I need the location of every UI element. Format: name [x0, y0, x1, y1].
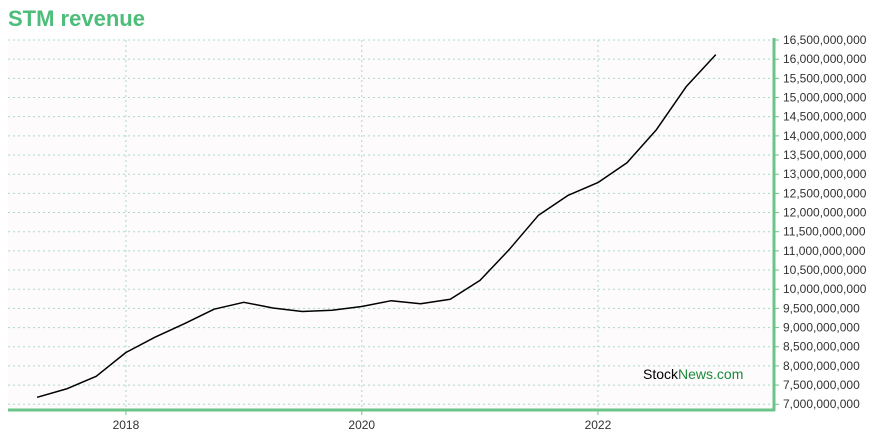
- data-point: [655, 129, 657, 131]
- data-point: [331, 309, 333, 311]
- data-point: [508, 249, 510, 251]
- y-tick-label: 8,500,000,000: [783, 340, 860, 354]
- data-point: [390, 300, 392, 302]
- data-point: [125, 351, 127, 353]
- data-point: [243, 301, 245, 303]
- y-tick-label: 10,000,000,000: [783, 282, 867, 296]
- y-tick-label: 14,500,000,000: [783, 110, 867, 124]
- y-tick-label: 9,000,000,000: [783, 321, 860, 335]
- y-tick-label: 13,500,000,000: [783, 148, 867, 162]
- y-tick-label: 12,000,000,000: [783, 206, 867, 220]
- data-point: [213, 308, 215, 310]
- tick-label-layer: 7,000,000,000 7,500,000,000 8,000,000,000 8…: [113, 33, 867, 432]
- watermark-part2: News.com: [678, 366, 743, 382]
- data-point: [537, 214, 539, 216]
- x-tick-label: 2022: [585, 418, 612, 432]
- data-point: [479, 279, 481, 281]
- y-tick-label: 11,000,000,000: [783, 244, 866, 258]
- y-tick-label: 15,500,000,000: [783, 71, 867, 85]
- data-point: [65, 388, 67, 390]
- data-point: [567, 194, 569, 196]
- chart-title: STM revenue: [8, 6, 145, 31]
- y-tick-label: 9,500,000,000: [783, 301, 860, 315]
- data-point: [419, 303, 421, 305]
- x-tick-label: 2020: [348, 418, 375, 432]
- series-layer: [36, 53, 717, 399]
- data-point: [685, 86, 687, 88]
- plot-background: [8, 40, 774, 410]
- y-tick-label: 10,500,000,000: [783, 263, 867, 277]
- data-point: [36, 396, 38, 398]
- watermark: StockNews.com: [643, 366, 743, 382]
- y-tick-label: 16,000,000,000: [783, 52, 867, 66]
- y-tick-label: 13,000,000,000: [783, 167, 867, 181]
- data-point: [715, 53, 717, 55]
- watermark-part1: Stock: [643, 366, 679, 382]
- x-tick-label: 2018: [113, 418, 140, 432]
- y-tick-label: 8,000,000,000: [783, 359, 860, 373]
- y-tick-label: 14,000,000,000: [783, 129, 867, 143]
- y-tick-label: 7,000,000,000: [783, 397, 860, 411]
- data-point: [95, 375, 97, 377]
- y-tick-label: 16,500,000,000: [783, 33, 867, 47]
- data-point: [597, 181, 599, 183]
- data-point: [301, 310, 303, 312]
- data-point: [183, 323, 185, 325]
- y-tick-label: 15,000,000,000: [783, 91, 867, 105]
- revenue-series-line: [36, 54, 717, 399]
- data-point: [154, 336, 156, 338]
- axis-layer: [8, 38, 779, 415]
- data-point: [361, 305, 363, 307]
- grid-layer: [8, 39, 774, 410]
- y-tick-label: 7,500,000,000: [783, 378, 860, 392]
- data-point: [449, 298, 451, 300]
- data-point: [272, 307, 274, 309]
- data-point: [626, 161, 628, 163]
- y-tick-label: 12,500,000,000: [783, 186, 867, 200]
- y-tick-label: 11,500,000,000: [783, 225, 866, 239]
